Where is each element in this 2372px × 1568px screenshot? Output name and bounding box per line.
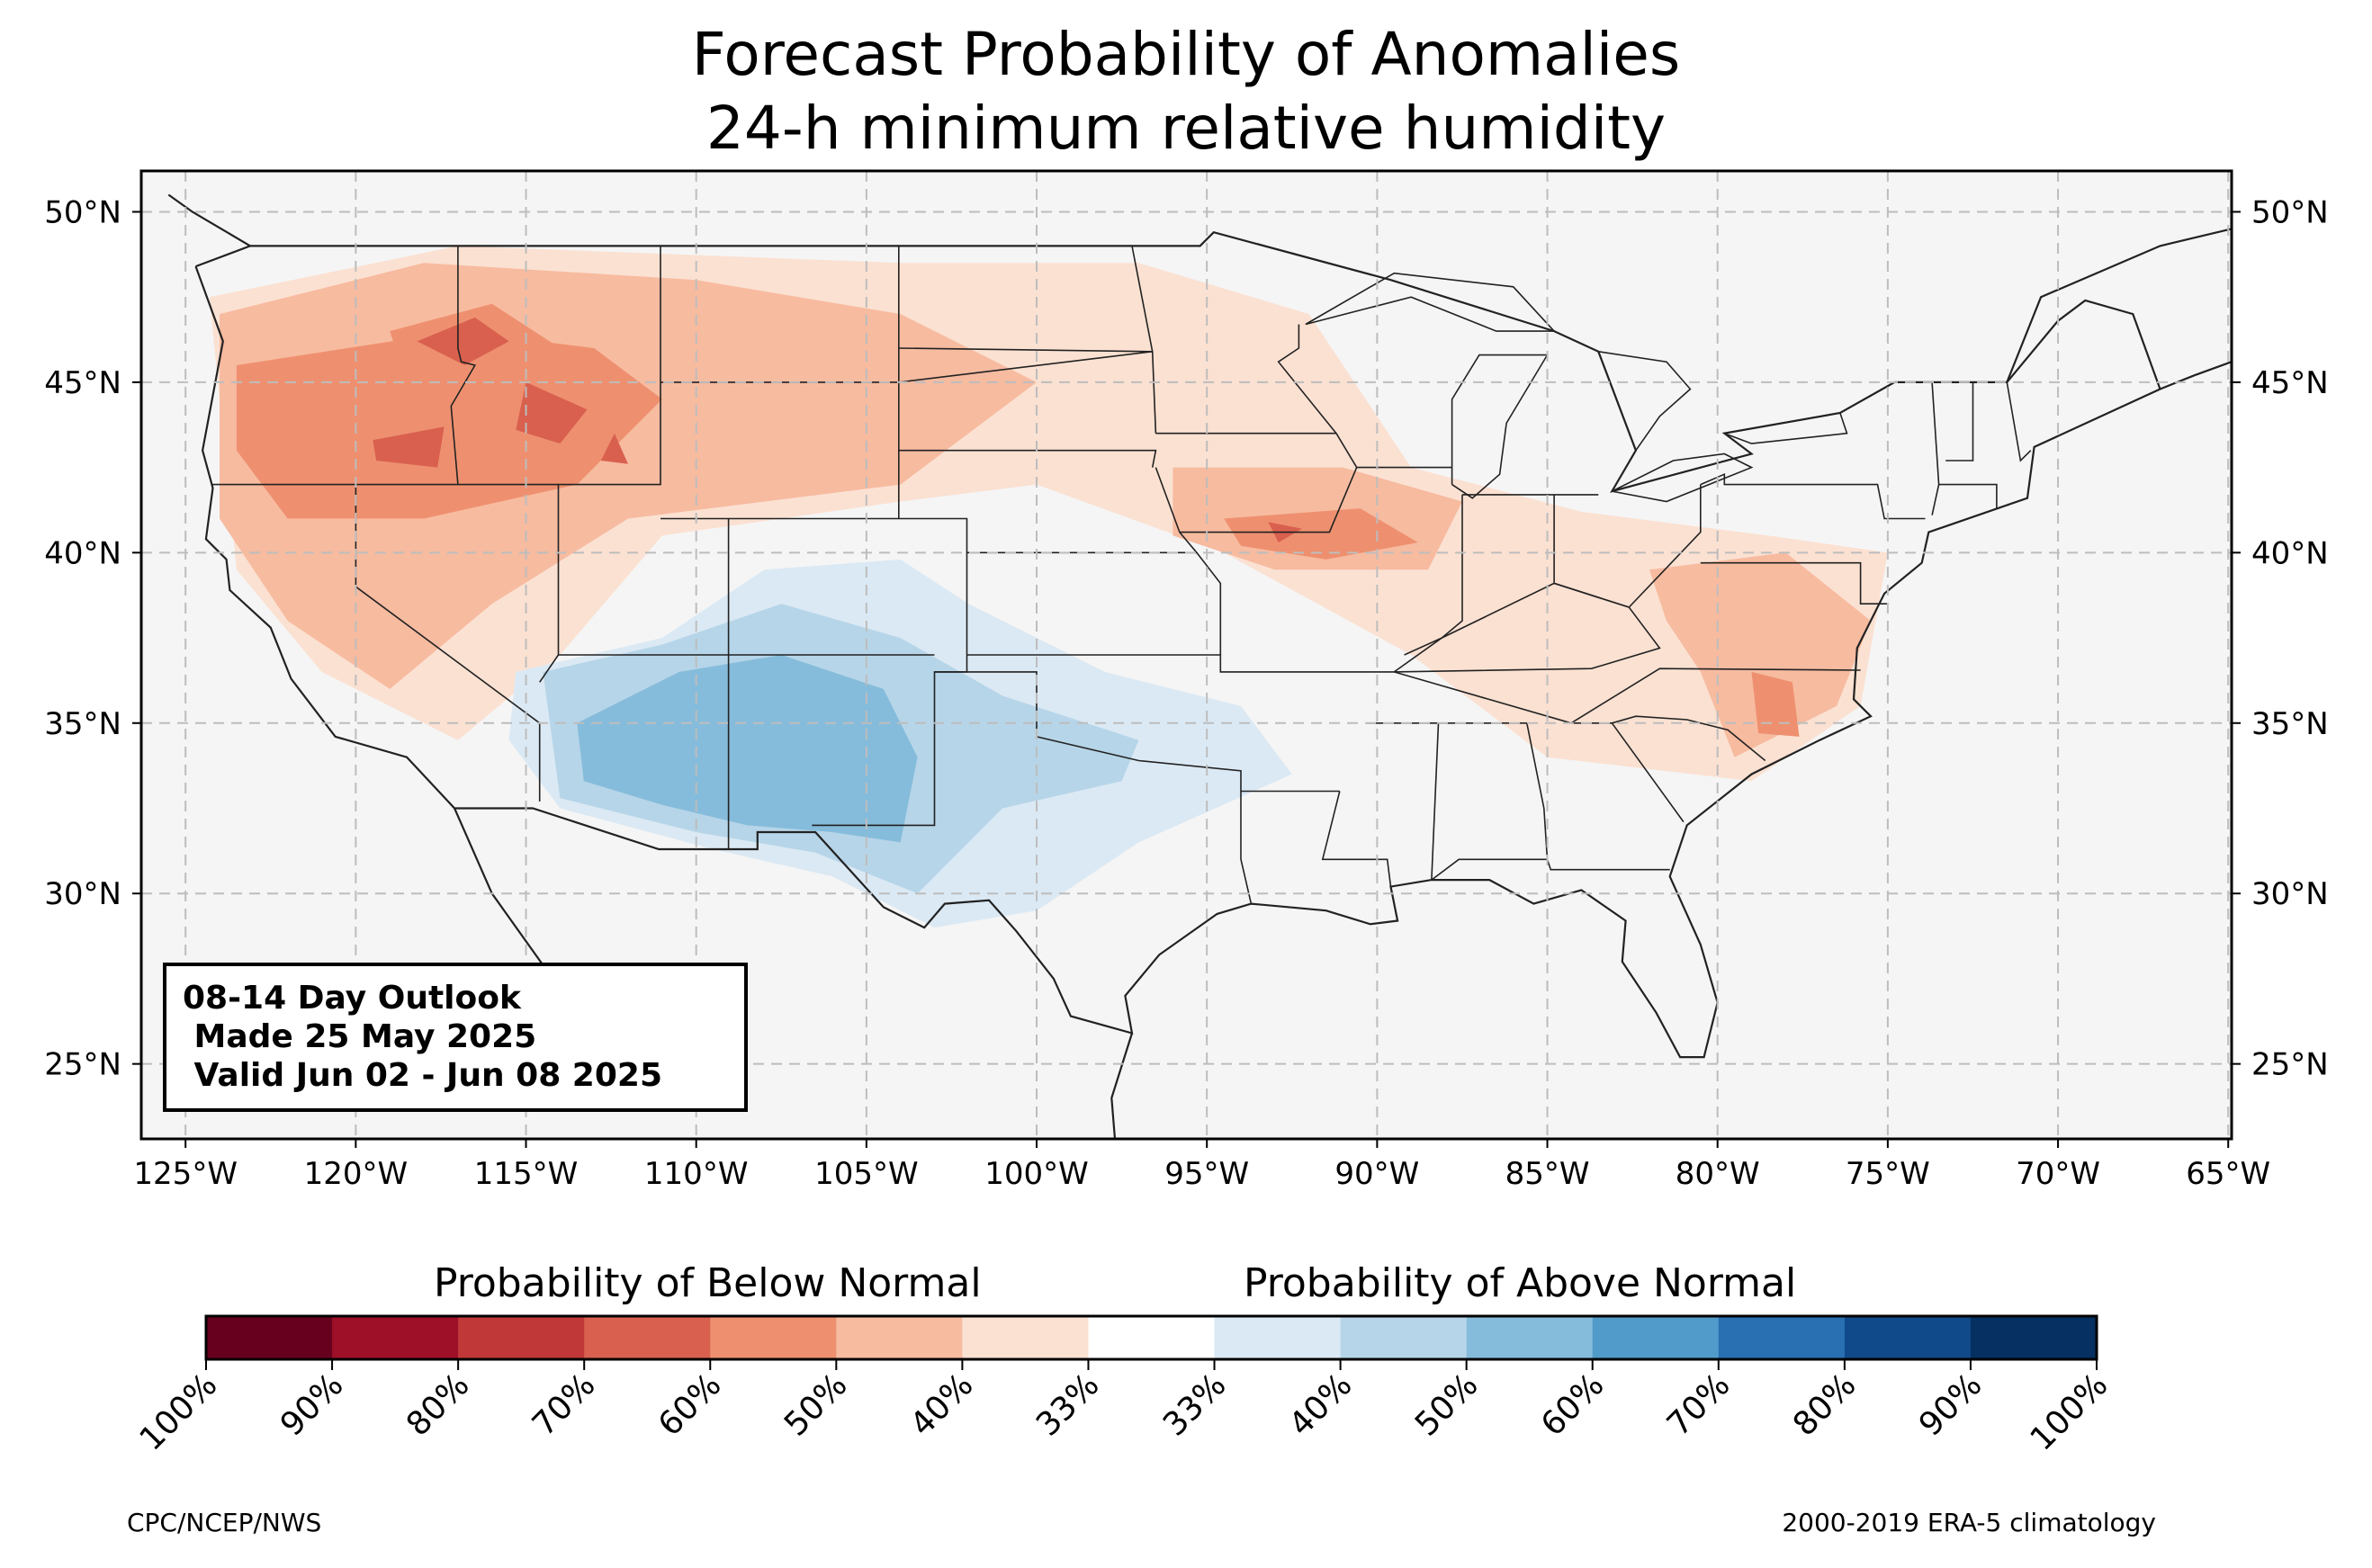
boundary-line (1155, 467, 1222, 655)
map-frame (139, 169, 2233, 1141)
anomaly-region-below-50 (1649, 552, 1871, 757)
lon-tick-label: 80°W (1676, 1156, 1760, 1192)
lat-tick-label-left: 25°N (44, 1047, 121, 1083)
lon-tick-label: 110°W (644, 1156, 749, 1192)
anomaly-region-below-60 (236, 331, 662, 519)
lon-tick-label: 125°W (133, 1156, 238, 1192)
lat-tick-label-right: 40°N (2251, 535, 2329, 571)
anomaly-region-below-70 (417, 317, 509, 365)
chart-title-line-2: 24-h minimum relative humidity (705, 94, 1667, 163)
lat-tick-label-right: 35°N (2251, 706, 2329, 742)
chart-title-line-1: Forecast Probability of Anomalies (691, 20, 1681, 89)
anomaly-region-below-60 (1751, 671, 1800, 737)
boundary-line (1724, 412, 1848, 444)
anomaly-region-below-70 (373, 426, 445, 468)
boundary-line (1404, 494, 1463, 656)
boundary-line (1546, 859, 1670, 871)
colorbar-heading-above: Probability of Above Normal (1244, 1260, 1797, 1306)
boundary-line (1277, 324, 1337, 435)
lat-tick-label-left: 30°N (44, 876, 121, 912)
boundary-line (1700, 561, 1888, 605)
boundary-line (2006, 228, 2232, 383)
anomaly-shading-layer (209, 246, 1888, 928)
outlook-period: 08-14 Day Outlook (183, 980, 521, 1017)
boundary-line (1151, 351, 1157, 434)
lon-tick-label: 85°W (1505, 1156, 1590, 1192)
lat-tick-label-right: 50°N (2251, 194, 2329, 230)
boundary-line (1321, 791, 1392, 887)
lon-tick-label: 105°W (814, 1156, 919, 1192)
boundary-line (1393, 582, 1661, 673)
boundary-line (1570, 668, 1861, 724)
lon-tick-label: 95°W (1164, 1156, 1249, 1192)
boundary-line (1938, 483, 1998, 509)
colorbar-heading-below: Probability of Below Normal (434, 1260, 982, 1306)
boundary-line (167, 193, 251, 247)
lat-tick-label-left: 40°N (44, 535, 121, 571)
anomaly-region-below-70 (600, 433, 628, 464)
lon-tick-label: 120°W (304, 1156, 409, 1192)
boundary-line (1431, 722, 1440, 881)
lat-tick-label-left: 35°N (44, 706, 121, 742)
lon-tick-label: 65°W (2186, 1156, 2270, 1192)
boundary-line (1611, 722, 1685, 823)
boundary-line (1597, 351, 1692, 452)
lon-tick-label: 70°W (2016, 1156, 2100, 1192)
outlook-made-date: Made 25 May 2025 (183, 1018, 537, 1055)
boundary-line (212, 246, 661, 486)
anomaly-region-below-70 (516, 381, 588, 444)
anomaly-region-above-60 (577, 655, 918, 843)
boundary-line (1240, 791, 1253, 904)
boundary-line (1700, 472, 1926, 520)
lon-tick-label: 75°W (1846, 1156, 1930, 1192)
boundary-line (898, 449, 1157, 468)
boundary-line (1945, 381, 1974, 461)
lon-tick-label: 100°W (984, 1156, 1089, 1192)
lat-tick-label-right: 30°N (2251, 876, 2329, 912)
boundary-line (966, 654, 1572, 724)
lat-tick-label-right: 45°N (2251, 365, 2329, 401)
axis-ticks-layer: 125°W 120°W 115°W 110°W 105°W 100°W 95°W 90°W 85… (44, 194, 2328, 1192)
boundary-line (1305, 272, 1556, 332)
outlook-info-box: 08-14 Day Outlook Made 25 May 2025 Valid… (163, 963, 748, 1112)
footer-climatology: 2000-2019 ERA-5 climatology (1782, 1508, 2156, 1537)
outlook-valid-dates: Valid Jun 02 - Jun 08 2025 (183, 1057, 663, 1094)
lat-tick-label-left: 45°N (44, 365, 121, 401)
lon-tick-label: 90°W (1334, 1156, 1419, 1192)
boundary-line (1110, 1033, 1134, 1139)
anomaly-region-below-60 (1224, 508, 1418, 560)
boundary-line (2160, 361, 2232, 390)
footer-source: CPC/NCEP/NWS (127, 1508, 322, 1537)
boundary-line (1612, 452, 1754, 503)
boundary-line (450, 246, 477, 485)
lat-tick-label-left: 50°N (44, 194, 121, 230)
lat-tick-label-right: 25°N (2251, 1047, 2329, 1083)
lon-tick-label: 115°W (474, 1156, 579, 1192)
boundary-line (2006, 381, 2032, 462)
